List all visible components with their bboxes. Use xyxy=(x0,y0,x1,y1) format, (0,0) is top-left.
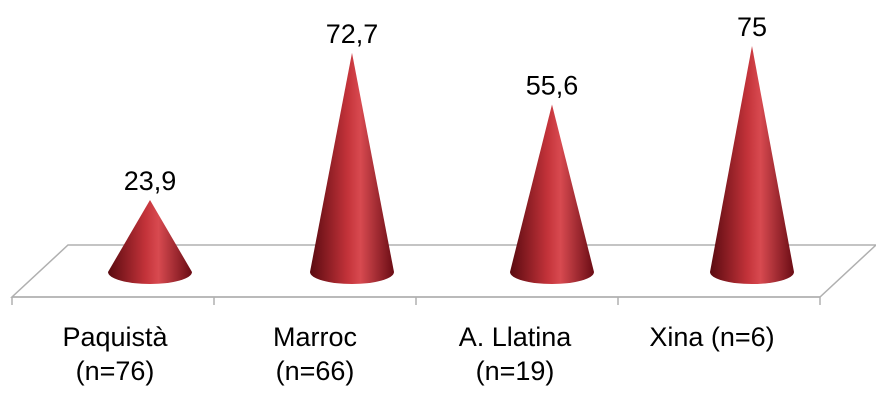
cone-bar xyxy=(710,46,794,284)
category-label-line: (n=76) xyxy=(75,356,155,386)
cone-bar xyxy=(510,104,594,284)
category-label-line: Xina (n=6) xyxy=(649,322,775,352)
category-label-line: Paquistà xyxy=(62,322,168,352)
data-label: 75 xyxy=(737,12,767,42)
category-label-line: (n=19) xyxy=(475,356,555,386)
data-label: 72,7 xyxy=(326,19,379,49)
category-label: Paquistà (n=76) xyxy=(20,320,210,388)
category-label-line: (n=66) xyxy=(275,356,355,386)
cone-bar xyxy=(310,52,394,285)
category-label: A. Llatina (n=19) xyxy=(420,320,610,388)
category-label: Xina (n=6) xyxy=(617,320,807,354)
category-label-line: Marroc xyxy=(272,322,357,352)
data-label: 23,9 xyxy=(124,166,177,196)
cone-series: 23,9 72,7 55,6 75 xyxy=(108,12,794,285)
category-label-line: A. Llatina xyxy=(458,322,572,352)
category-label: Marroc (n=66) xyxy=(220,320,410,388)
cone-bar xyxy=(108,199,192,284)
chart-floor xyxy=(10,244,876,305)
data-label: 55,6 xyxy=(526,70,579,100)
